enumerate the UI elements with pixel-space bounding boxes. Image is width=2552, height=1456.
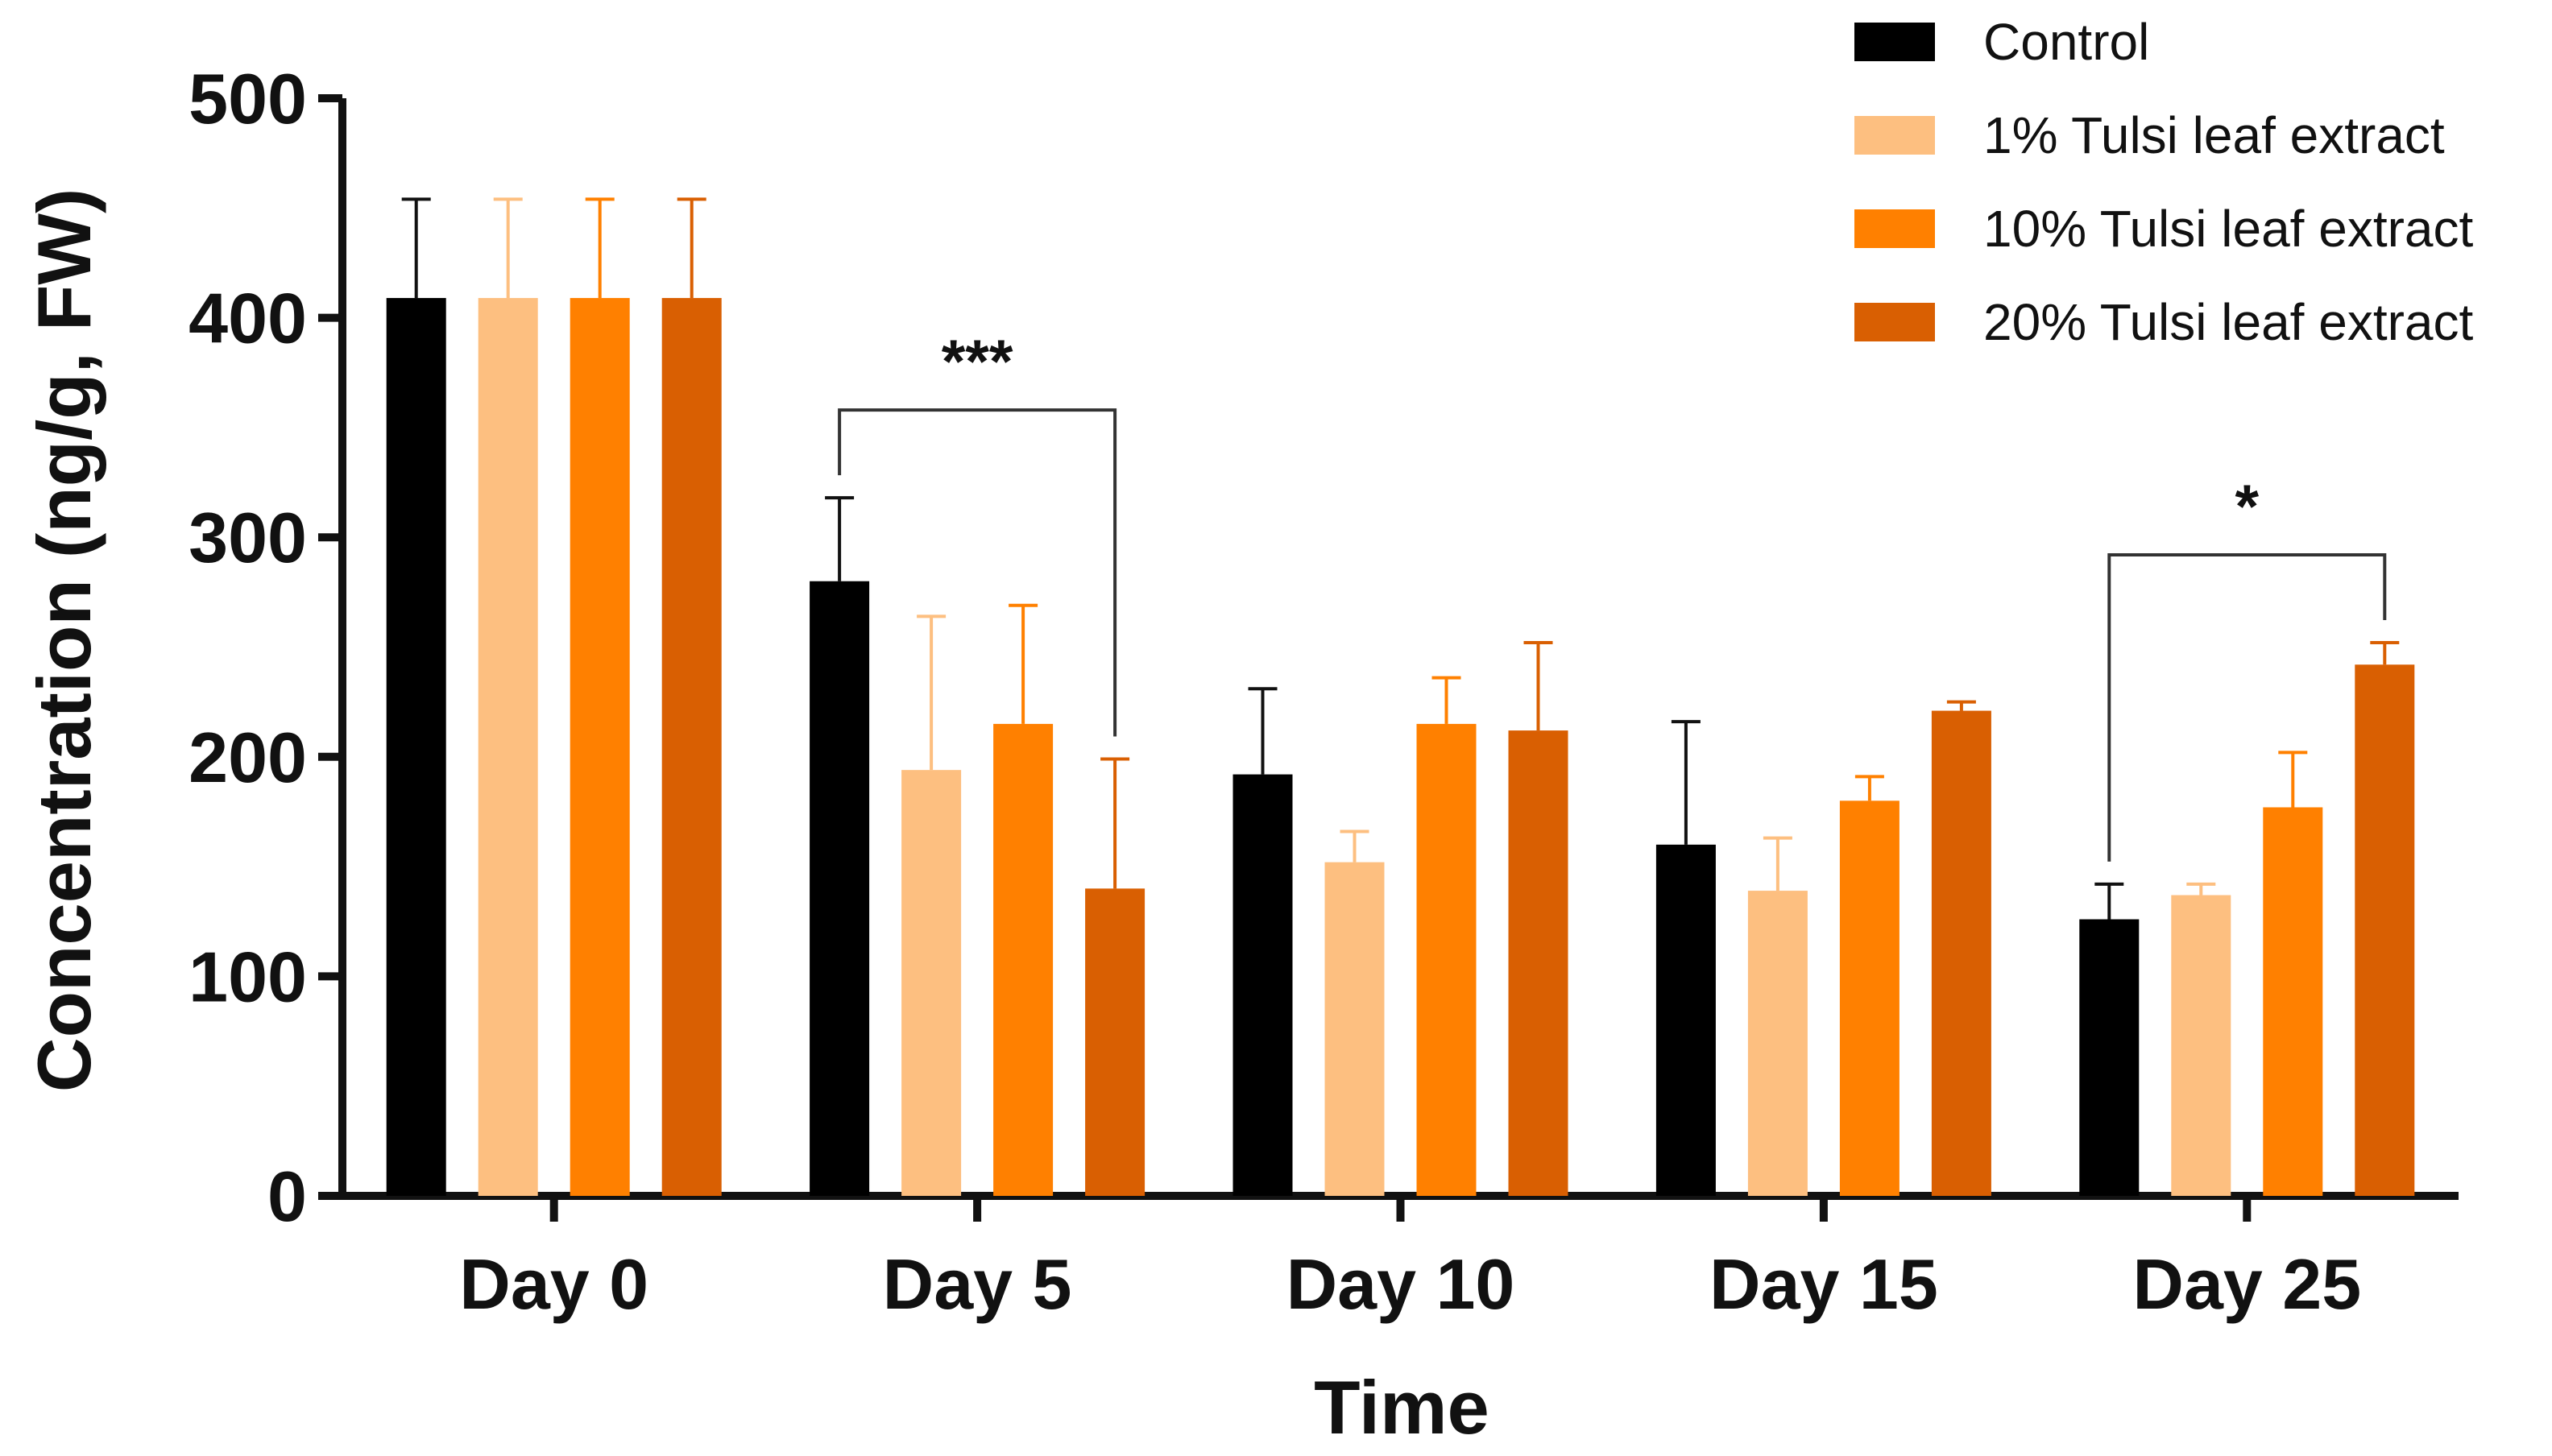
y-tick-label: 500 bbox=[188, 59, 307, 139]
legend-label: 1% Tulsi leaf extract bbox=[1983, 106, 2445, 164]
x-tick-label: Day 10 bbox=[1286, 1244, 1515, 1324]
legend: Control 1% Tulsi leaf extract 10% Tulsi le… bbox=[1854, 13, 2474, 351]
legend-swatch bbox=[1854, 209, 1935, 248]
bar bbox=[1232, 774, 1293, 1196]
legend-swatch bbox=[1854, 303, 1935, 341]
x-axis-title: Time bbox=[1314, 1365, 1489, 1450]
y-tick-label: 100 bbox=[188, 937, 307, 1016]
bar bbox=[1655, 844, 1716, 1196]
legend-label: 20% Tulsi leaf extract bbox=[1983, 293, 2474, 351]
legend-label: 10% Tulsi leaf extract bbox=[1983, 200, 2474, 258]
bar bbox=[1416, 723, 1477, 1196]
bars-layer bbox=[386, 298, 2415, 1196]
y-tick-label: 300 bbox=[188, 498, 307, 577]
bar bbox=[478, 298, 538, 1196]
significance-label: * bbox=[2235, 473, 2260, 541]
x-tick-label: Day 5 bbox=[883, 1244, 1072, 1324]
y-tick-label: 400 bbox=[188, 279, 307, 358]
bar bbox=[570, 298, 630, 1196]
significance-label: *** bbox=[942, 328, 1013, 396]
bar bbox=[1324, 862, 1385, 1196]
bar bbox=[1839, 800, 1900, 1196]
bar bbox=[1747, 891, 1808, 1196]
bar bbox=[2079, 919, 2140, 1196]
legend-label: Control bbox=[1983, 13, 2149, 71]
bar bbox=[386, 298, 446, 1196]
bar bbox=[1508, 730, 1568, 1196]
significance-bracket bbox=[2107, 553, 2387, 862]
x-tick-label: Day 0 bbox=[459, 1244, 648, 1324]
bar bbox=[993, 723, 1054, 1196]
bar bbox=[1085, 888, 1146, 1196]
x-tick-label: Day 15 bbox=[1709, 1244, 1938, 1324]
bar bbox=[2263, 807, 2323, 1196]
bar bbox=[2171, 895, 2231, 1196]
y-tick-label: 0 bbox=[267, 1156, 307, 1236]
y-tick-label: 200 bbox=[188, 718, 307, 797]
axes: 0 100 200 300 400 500 Day 0 Day 5 Day 10 Day 15 Da… bbox=[188, 59, 2459, 1324]
x-tick-label: Day 25 bbox=[2132, 1244, 2361, 1324]
significance-bracket bbox=[838, 408, 1117, 737]
bar bbox=[901, 770, 962, 1196]
legend-swatch bbox=[1854, 116, 1935, 155]
legend-swatch bbox=[1854, 23, 1935, 61]
significance-annotations: **** bbox=[838, 328, 2387, 862]
bar bbox=[1931, 710, 1991, 1196]
bar bbox=[2355, 664, 2415, 1196]
bar bbox=[810, 581, 870, 1196]
bar bbox=[661, 298, 722, 1196]
error-bars-layer bbox=[401, 197, 2400, 920]
y-axis-title: Concentration (ng/g, FW) bbox=[22, 188, 106, 1093]
